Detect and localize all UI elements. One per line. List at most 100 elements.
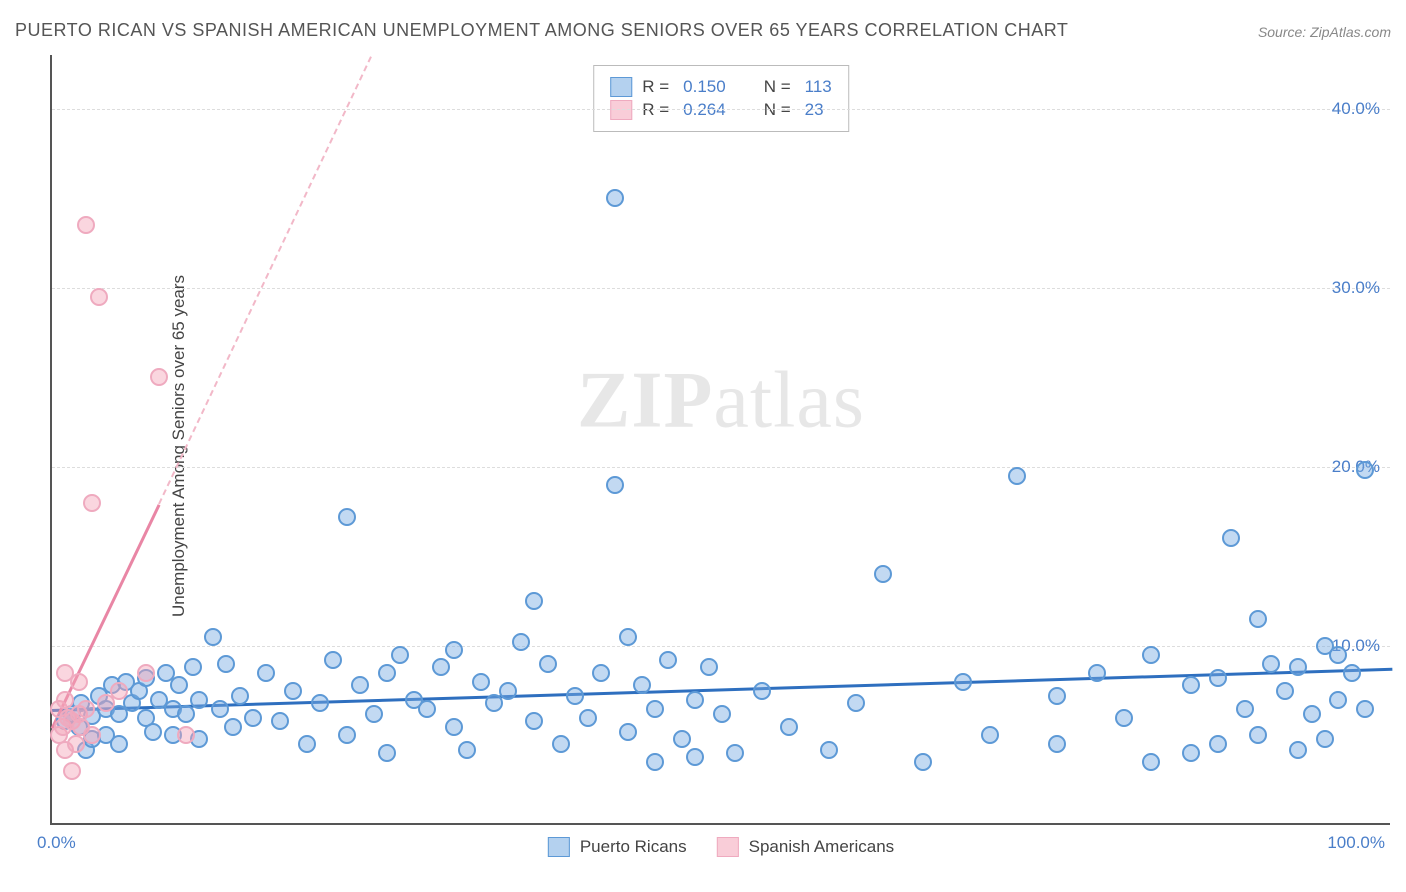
scatter-point (753, 682, 771, 700)
scatter-point (257, 664, 275, 682)
scatter-point (110, 735, 128, 753)
scatter-point (874, 565, 892, 583)
scatter-point (686, 748, 704, 766)
scatter-point (445, 641, 463, 659)
scatter-point (56, 691, 74, 709)
scatter-point (338, 726, 356, 744)
scatter-point (1356, 461, 1374, 479)
gridline (52, 109, 1390, 110)
scatter-point (847, 694, 865, 712)
source-label: Source: ZipAtlas.com (1258, 24, 1391, 40)
scatter-point (1209, 735, 1227, 753)
scatter-point (1356, 700, 1374, 718)
scatter-point (1142, 753, 1160, 771)
scatter-point (190, 691, 208, 709)
scatter-point (458, 741, 476, 759)
scatter-point (271, 712, 289, 730)
swatch-pink-icon (610, 100, 632, 120)
trend-line (158, 56, 372, 505)
scatter-point (1222, 529, 1240, 547)
scatter-point (1329, 646, 1347, 664)
watermark-light: atlas (713, 356, 865, 444)
scatter-point (713, 705, 731, 723)
r-value-pink: 0.264 (683, 100, 726, 120)
scatter-point (70, 673, 88, 691)
scatter-point (659, 651, 677, 669)
x-tick-left: 0.0% (37, 833, 76, 853)
gridline (52, 646, 1390, 647)
scatter-point (686, 691, 704, 709)
scatter-point (1236, 700, 1254, 718)
n-value-blue: 113 (805, 77, 832, 97)
series-name-pink: Spanish Americans (749, 837, 895, 857)
scatter-point (499, 682, 517, 700)
r-label: R = (642, 100, 669, 120)
legend-stats: R = 0.150 N = 113 R = 0.264 N = 23 (593, 65, 849, 132)
scatter-point (77, 700, 95, 718)
watermark: ZIPatlas (577, 355, 865, 446)
plot-area: ZIPatlas R = 0.150 N = 113 R = 0.264 N =… (50, 55, 1390, 825)
scatter-point (1249, 610, 1267, 628)
scatter-point (378, 664, 396, 682)
legend-item-blue: Puerto Ricans (548, 837, 687, 857)
scatter-point (1088, 664, 1106, 682)
scatter-point (579, 709, 597, 727)
legend-row-blue: R = 0.150 N = 113 (610, 77, 832, 97)
swatch-pink-icon (717, 837, 739, 857)
scatter-point (378, 744, 396, 762)
scatter-point (820, 741, 838, 759)
scatter-point (1289, 658, 1307, 676)
scatter-point (1289, 741, 1307, 759)
scatter-point (646, 700, 664, 718)
scatter-point (619, 628, 637, 646)
scatter-point (137, 664, 155, 682)
n-value-pink: 23 (805, 100, 824, 120)
scatter-point (700, 658, 718, 676)
scatter-point (914, 753, 932, 771)
x-tick-right: 100.0% (1327, 833, 1385, 853)
scatter-point (338, 508, 356, 526)
scatter-point (90, 288, 108, 306)
scatter-point (177, 705, 195, 723)
scatter-point (298, 735, 316, 753)
scatter-point (351, 676, 369, 694)
scatter-point (619, 723, 637, 741)
gridline (52, 467, 1390, 468)
scatter-point (1262, 655, 1280, 673)
chart-title: PUERTO RICAN VS SPANISH AMERICAN UNEMPLO… (15, 20, 1068, 41)
scatter-point (1343, 664, 1361, 682)
scatter-point (445, 718, 463, 736)
scatter-point (1276, 682, 1294, 700)
swatch-blue-icon (548, 837, 570, 857)
n-label: N = (764, 100, 791, 120)
scatter-point (391, 646, 409, 664)
scatter-point (217, 655, 235, 673)
scatter-point (606, 189, 624, 207)
scatter-point (83, 726, 101, 744)
scatter-point (1115, 709, 1133, 727)
scatter-point (170, 676, 188, 694)
scatter-point (63, 762, 81, 780)
scatter-point (67, 735, 85, 753)
scatter-point (211, 700, 229, 718)
legend-row-pink: R = 0.264 N = 23 (610, 100, 832, 120)
scatter-point (1209, 669, 1227, 687)
scatter-point (1048, 735, 1066, 753)
scatter-point (150, 368, 168, 386)
scatter-point (144, 723, 162, 741)
scatter-point (512, 633, 530, 651)
scatter-point (1329, 691, 1347, 709)
legend-series: Puerto Ricans Spanish Americans (548, 837, 894, 857)
y-tick-label: 30.0% (1332, 278, 1380, 298)
scatter-point (83, 494, 101, 512)
chart-container: PUERTO RICAN VS SPANISH AMERICAN UNEMPLO… (0, 0, 1406, 892)
scatter-point (592, 664, 610, 682)
scatter-point (552, 735, 570, 753)
watermark-bold: ZIP (577, 356, 713, 444)
scatter-point (231, 687, 249, 705)
r-label: R = (642, 77, 669, 97)
scatter-point (646, 753, 664, 771)
scatter-point (525, 712, 543, 730)
scatter-point (244, 709, 262, 727)
scatter-point (365, 705, 383, 723)
